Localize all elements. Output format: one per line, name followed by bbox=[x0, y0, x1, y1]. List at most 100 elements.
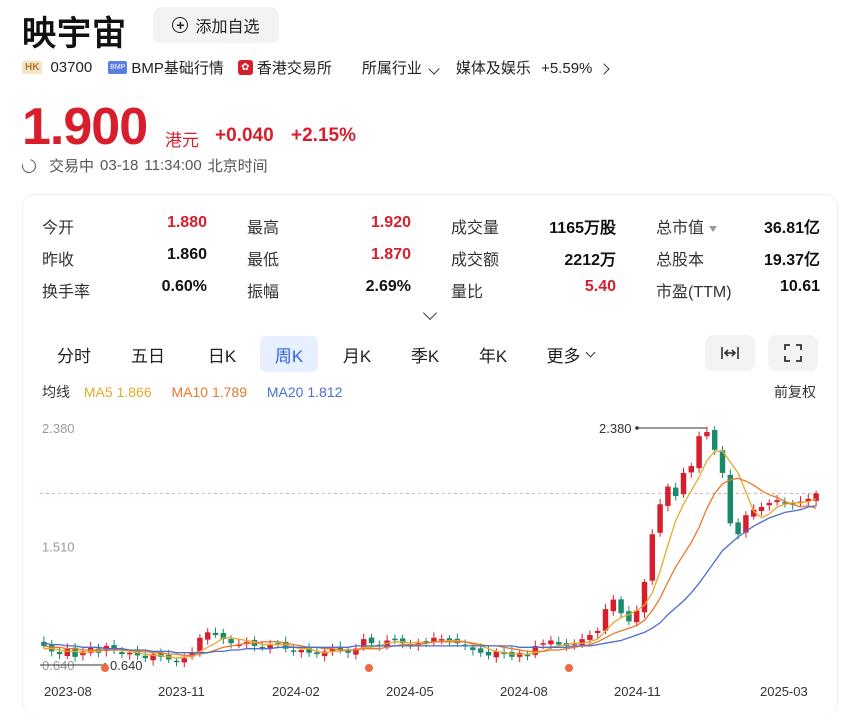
candle-body bbox=[399, 638, 406, 644]
ma20-legend: MA20 1.812 bbox=[266, 384, 343, 400]
ma-label: 均线 bbox=[42, 384, 70, 400]
candle-body bbox=[329, 648, 336, 652]
quote-value: 2.69% bbox=[365, 278, 411, 295]
x-tick-label: 2024-08 bbox=[500, 684, 548, 699]
candle-body bbox=[540, 643, 546, 645]
candle-body bbox=[727, 474, 734, 524]
candle-body bbox=[813, 493, 819, 501]
max-label: 2.380 bbox=[599, 421, 632, 436]
candle-body bbox=[64, 648, 71, 656]
tab-0[interactable]: 分时 bbox=[57, 346, 91, 366]
candle-body bbox=[470, 647, 476, 651]
price-unit: 港元 bbox=[165, 131, 199, 150]
tab-3[interactable]: 周K bbox=[260, 336, 318, 372]
adjust-mode[interactable]: 前复权 bbox=[774, 384, 816, 400]
candle-body bbox=[119, 651, 125, 655]
event-dot bbox=[365, 664, 373, 672]
trading-status: 交易中 03-18 11:34:00 北京时间 bbox=[19, 155, 274, 176]
y-tick-label: 1.510 bbox=[42, 540, 75, 555]
candle-body bbox=[298, 650, 305, 653]
candle-body bbox=[306, 648, 312, 653]
add-watchlist-button[interactable]: + 添加自选 bbox=[153, 7, 279, 43]
candle-body bbox=[423, 641, 429, 643]
status-date: 03-18 bbox=[100, 157, 139, 174]
quote-label: 量比 bbox=[451, 284, 484, 301]
candle-body bbox=[446, 638, 453, 641]
candle-body bbox=[345, 650, 351, 653]
tab-4[interactable]: 月K bbox=[342, 346, 372, 366]
status-time: 11:34:00 bbox=[144, 157, 202, 174]
plus-circle-icon: + bbox=[172, 17, 189, 33]
tab-6[interactable]: 年K bbox=[478, 346, 508, 366]
exchange-label: 香港交易所 bbox=[256, 59, 332, 77]
ma10-legend: MA10 1.789 bbox=[171, 384, 248, 400]
candle-body bbox=[571, 643, 578, 645]
quote-panel bbox=[22, 194, 838, 714]
last-price: 1.900 bbox=[22, 98, 148, 156]
candle-body bbox=[360, 639, 367, 648]
candle-body bbox=[204, 632, 211, 640]
x-tick-label: 2024-11 bbox=[614, 684, 661, 699]
tab-1[interactable]: 五日 bbox=[131, 346, 165, 366]
industry-label: 所属行业 bbox=[361, 59, 422, 77]
candle-body bbox=[649, 534, 656, 581]
candle-body bbox=[173, 660, 180, 663]
bmp-label[interactable]: BMP基础行情 bbox=[131, 59, 224, 77]
candle-body bbox=[633, 610, 640, 623]
candle-body bbox=[41, 641, 47, 646]
candle-body bbox=[56, 651, 63, 655]
industry-link[interactable]: 媒体及娱乐 +5.59% bbox=[456, 57, 614, 78]
fit-width-button[interactable] bbox=[705, 335, 755, 371]
candle-body bbox=[392, 638, 398, 641]
candle-body bbox=[321, 651, 328, 657]
candle-body bbox=[236, 644, 242, 647]
fit-width-icon bbox=[721, 347, 739, 359]
candle-body bbox=[111, 645, 117, 651]
industry-dropdown[interactable]: 所属行业 bbox=[362, 57, 446, 78]
candle-body bbox=[641, 581, 648, 613]
candle-body bbox=[493, 651, 500, 658]
fullscreen-button[interactable] bbox=[768, 335, 818, 371]
candle-body bbox=[594, 630, 601, 634]
candle-body bbox=[602, 609, 609, 631]
candle-body bbox=[766, 502, 773, 506]
candle-body bbox=[485, 651, 492, 656]
quote-value: 19.37亿 bbox=[763, 252, 820, 269]
industry-change: +5.59% bbox=[541, 59, 593, 77]
quote-label: 最低 bbox=[247, 252, 280, 269]
price-change: +0.040 bbox=[215, 125, 274, 146]
candle-body bbox=[431, 637, 437, 643]
add-watchlist-label: 添加自选 bbox=[195, 19, 260, 36]
quote-value: 1.920 bbox=[370, 214, 411, 231]
quote-label: 市盈(TTM) bbox=[656, 284, 732, 301]
candle-body bbox=[719, 450, 726, 473]
candle-body bbox=[758, 507, 765, 512]
status-tz: 北京时间 bbox=[207, 158, 268, 175]
candle-body bbox=[477, 648, 484, 653]
candle-body bbox=[711, 430, 718, 450]
quote-value: 0.60% bbox=[161, 278, 207, 295]
quote-label[interactable]: 总市值 bbox=[656, 214, 718, 238]
quote-label: 振幅 bbox=[247, 284, 280, 301]
chevron-down-icon bbox=[428, 62, 440, 75]
event-dot bbox=[565, 664, 573, 672]
candle-body bbox=[353, 648, 359, 655]
candle-body bbox=[743, 515, 749, 533]
candle-body bbox=[665, 486, 671, 506]
candle-body bbox=[438, 639, 445, 641]
quote-label: 最高 bbox=[247, 220, 280, 237]
quote-value: 10.61 bbox=[779, 278, 820, 295]
x-tick-label: 2024-05 bbox=[386, 684, 434, 699]
tab-2[interactable]: 日K bbox=[207, 346, 237, 366]
candle-body bbox=[126, 652, 133, 655]
tab-7[interactable]: 更多 bbox=[530, 336, 610, 372]
candle-body bbox=[548, 640, 554, 645]
candle-body bbox=[579, 639, 585, 645]
fullscreen-icon bbox=[784, 344, 802, 362]
y-tick-label: 2.380 bbox=[42, 421, 75, 436]
ma5-legend: MA5 1.866 bbox=[83, 384, 152, 400]
candle-body bbox=[72, 647, 78, 657]
refresh-icon bbox=[19, 155, 39, 176]
tab-5[interactable]: 季K bbox=[410, 346, 440, 366]
